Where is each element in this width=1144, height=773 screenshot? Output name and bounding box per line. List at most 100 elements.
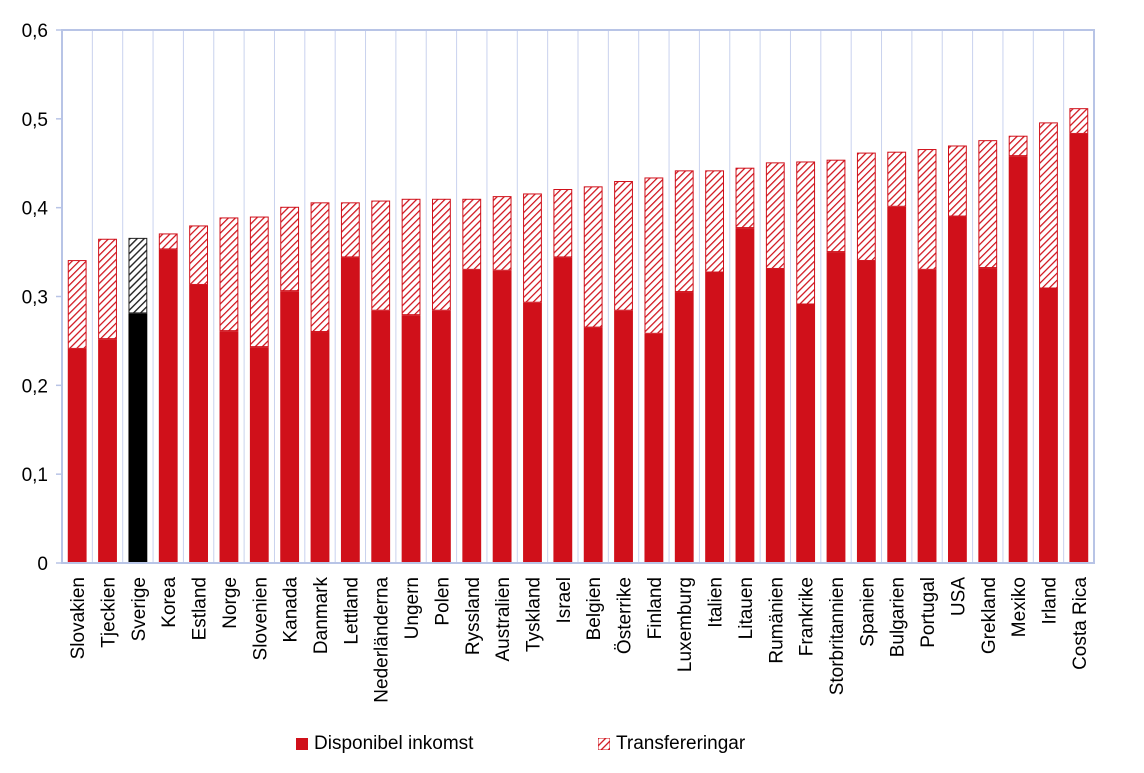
legend-label-transfers: Transfereringar (616, 733, 746, 754)
bar-transfereringar (1039, 122, 1058, 289)
x-tick-label: Grekland (979, 577, 1000, 654)
x-tick-label: Luxemburg (675, 577, 696, 672)
bar-disponibel-inkomst (948, 216, 967, 564)
bar-transfereringar (158, 233, 178, 250)
x-tick-label: USA (948, 577, 969, 616)
bar-transfereringar (67, 260, 87, 349)
legend-item-transfers: Transfereringar (598, 733, 745, 755)
bar-disponibel-inkomst (98, 339, 117, 563)
x-tick-label: Frankrike (797, 577, 818, 656)
bars (67, 108, 1089, 564)
bar-transfereringar (219, 217, 239, 332)
bar-transfereringar (674, 170, 694, 293)
x-tick-label: Ryssland (463, 577, 484, 655)
y-tick-label: 0,1 (22, 465, 48, 486)
bar-disponibel-inkomst (917, 269, 937, 563)
x-tick-label: Italien (706, 577, 727, 628)
x-tick-label: Belgien (584, 577, 605, 640)
bar-disponibel-inkomst (401, 315, 421, 563)
bar-transfereringar (796, 161, 816, 305)
bar-disponibel-inkomst (796, 304, 816, 563)
x-tick-label: Tjeckien (99, 577, 120, 648)
bar-transfereringar (492, 196, 512, 271)
bar-transfereringar (735, 167, 755, 229)
bar-disponibel-inkomst (644, 333, 664, 563)
x-tick-label: Litauen (736, 577, 757, 639)
bar-disponibel-inkomst (1008, 156, 1028, 564)
x-tick-label: Österrike (615, 577, 636, 654)
bar-disponibel-inkomst (978, 268, 998, 563)
x-tick-label: Irland (1039, 577, 1060, 625)
legend-swatch-solid (296, 738, 308, 750)
bar-disponibel-inkomst (705, 272, 724, 563)
bar-transfereringar (98, 238, 117, 340)
y-axis-ticks: 0 0,1 0,2 0,3 0,4 0,5 0,6 (22, 21, 62, 575)
x-tick-label: Lettland (341, 577, 362, 645)
bar-transfereringar (523, 193, 542, 303)
bar-transfereringar (128, 237, 148, 314)
bar-disponibel-inkomst (856, 260, 876, 563)
x-axis-labels: Slovakien Tjeckien Sverige Korea Estland Norg… (68, 577, 1091, 703)
bar-transfereringar (826, 159, 846, 253)
x-tick-label: Slovakien (68, 577, 89, 659)
y-tick-label: 0 (37, 554, 48, 575)
x-tick-label: Rumänien (766, 577, 787, 664)
x-tick-label: Ungern (402, 577, 423, 639)
x-tick-label: Kanada (281, 577, 302, 643)
bar-transfereringar (432, 198, 451, 311)
bar-transfereringar (310, 202, 330, 333)
bar-disponibel-inkomst (826, 252, 846, 564)
bar-disponibel-inkomst (583, 327, 603, 563)
x-tick-label: Finland (645, 577, 666, 639)
x-tick-label: Israel (554, 577, 575, 623)
y-tick-label: 0,3 (22, 288, 48, 309)
y-tick-label: 0,4 (22, 199, 49, 220)
bar-transfereringar (917, 149, 937, 270)
bar-transfereringar (856, 152, 876, 261)
x-tick-label: Tyskland (523, 577, 544, 652)
bar-transfereringar (765, 162, 785, 269)
bar-disponibel-inkomst (887, 206, 907, 564)
x-tick-label: Danmark (311, 577, 332, 655)
bar-disponibel-inkomst (1039, 288, 1058, 563)
bar-disponibel-inkomst (67, 348, 87, 563)
bar-disponibel-inkomst (280, 291, 300, 563)
bar-transfereringar (401, 198, 421, 316)
bar-disponibel-inkomst (492, 270, 512, 563)
bar-transfereringar (978, 140, 998, 269)
bar-transfereringar (705, 170, 724, 273)
x-tick-label: Nederländerna (372, 577, 393, 703)
x-tick-label: Costa Rica (1070, 577, 1091, 670)
legend: Disponibel inkomst Transfereringar (0, 733, 1144, 763)
bar-transfereringar (553, 189, 573, 258)
bar-disponibel-inkomst (674, 292, 694, 563)
bar-transfereringar (948, 145, 967, 217)
bar-disponibel-inkomst (371, 310, 391, 563)
x-tick-label: Polen (432, 577, 453, 626)
x-tick-label: Portugal (918, 577, 939, 648)
bar-transfereringar (583, 186, 603, 328)
x-tick-label: Bulgarien (888, 577, 909, 657)
bar-disponibel-inkomst (1069, 133, 1089, 563)
y-tick-label: 0,2 (22, 376, 48, 397)
bar-disponibel-inkomst (765, 268, 785, 563)
bar-transfereringar (371, 200, 391, 311)
bar-disponibel-inkomst (189, 284, 208, 563)
x-tick-label: Estland (190, 577, 211, 640)
bar-transfereringar (280, 206, 300, 292)
bar-transfereringar (462, 198, 482, 270)
bar-disponibel-inkomst (128, 313, 148, 563)
x-tick-label: Sverige (129, 577, 150, 641)
bar-disponibel-inkomst (310, 332, 330, 563)
legend-swatch-hatched (598, 738, 610, 750)
bar-transfereringar (887, 151, 907, 207)
x-tick-label: Storbritannien (827, 577, 848, 695)
bar-transfereringar (614, 181, 633, 311)
x-tick-label: Spanien (857, 577, 878, 647)
bar-disponibel-inkomst (735, 228, 755, 563)
bar-disponibel-inkomst (158, 249, 178, 563)
bar-disponibel-inkomst (340, 257, 360, 563)
y-tick-label: 0,6 (22, 21, 48, 42)
legend-item-income: Disponibel inkomst (296, 733, 473, 755)
